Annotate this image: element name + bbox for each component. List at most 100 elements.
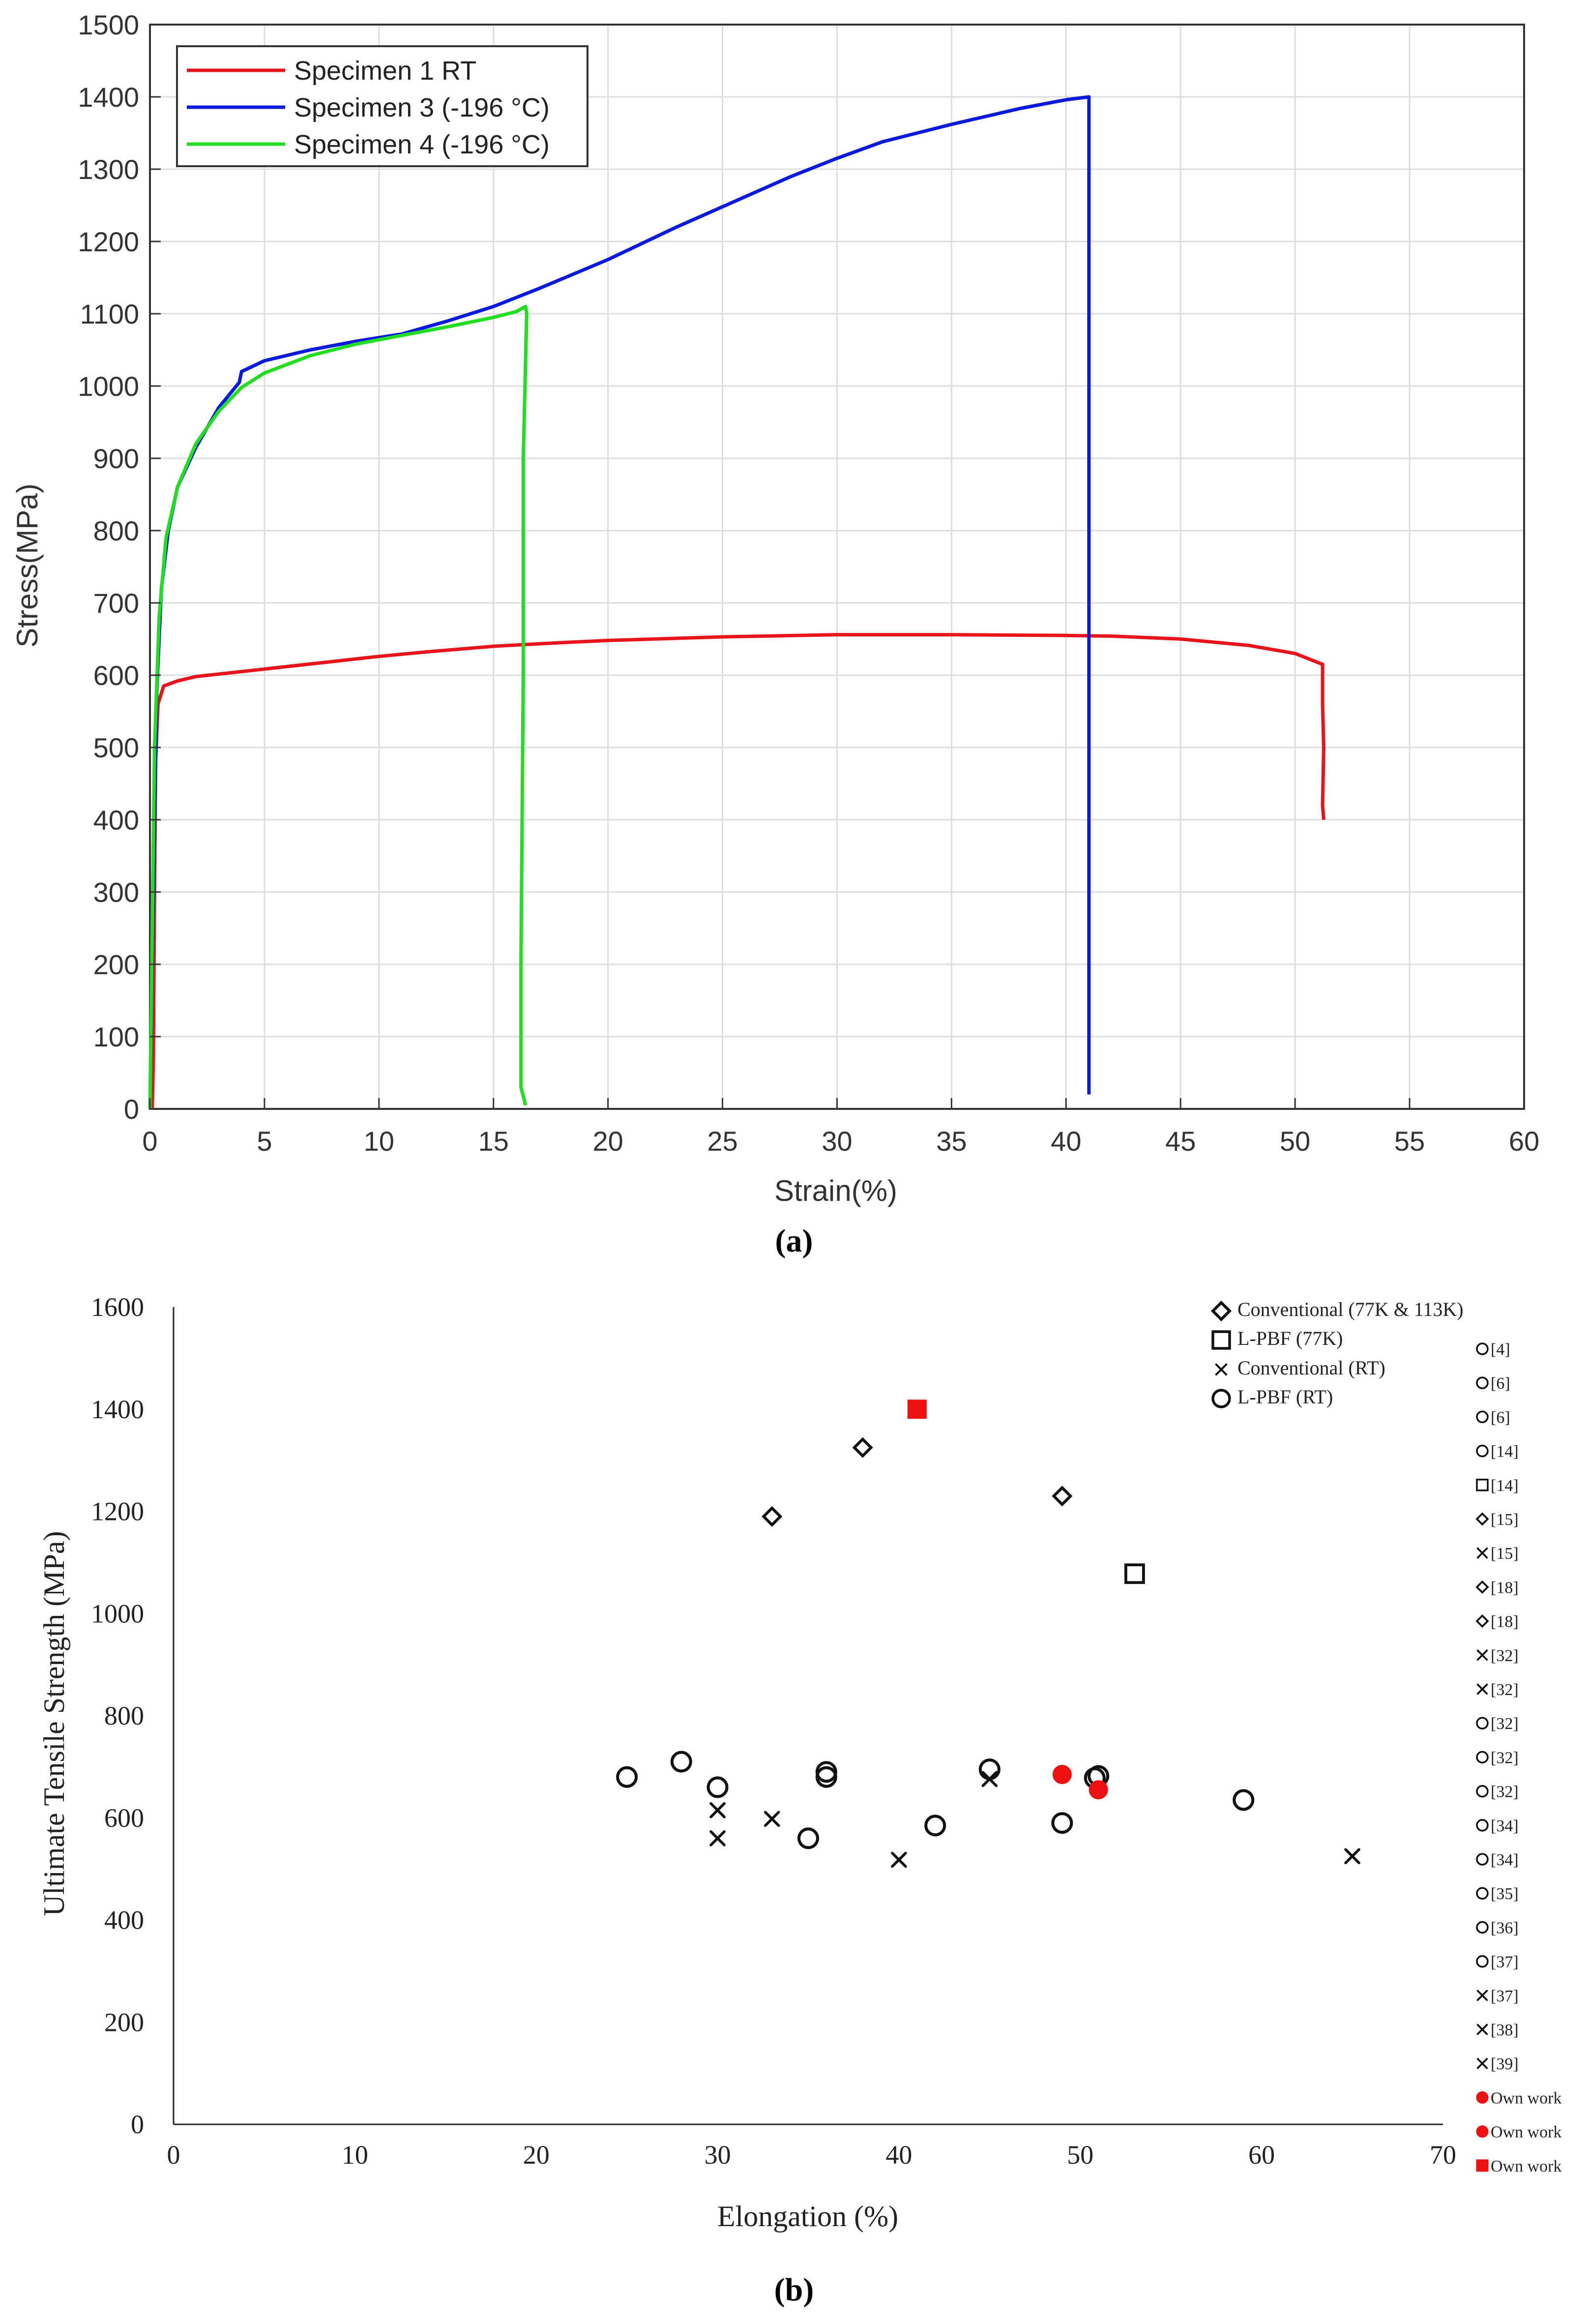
b-y-tick-label: 1000 [91,1599,144,1628]
b-legend-label-conventional-rt: Conventional (RT) [1237,1357,1385,1379]
a-y-tick-label: 0 [124,1094,139,1125]
b-ref-label: Own work [1491,2089,1561,2107]
b-x-tick-label: 0 [167,2140,180,2170]
b-point-x [981,1771,998,1788]
b-ref-marker-circle [1476,1887,1489,1900]
b-ref-label: [32] [1491,1715,1519,1733]
b-ref-label: [32] [1491,1647,1519,1665]
b-point-x [1344,1848,1360,1864]
b-tick-labels: 0 10 20 30 40 50 60 70 0 200 400 600 800 1000 1200 1400… [91,1292,1456,2170]
b-ref-marker-circle-filled [1476,2125,1489,2138]
b-y-axis-label: Ultimate Tensile Strength (MPa) [38,1531,70,1916]
b-point-circle [924,1815,946,1837]
b-ref-label: Own work [1491,2157,1561,2175]
b-point-x [891,1851,907,1868]
a-panel-label: (a) [775,1223,813,1259]
b-ref-label: [15] [1491,1511,1519,1529]
b-point-x [709,1802,726,1818]
b-ref-label: [14] [1491,1443,1519,1461]
a-series-specimen-1-rt [150,633,1325,1109]
b-ref-marker-circle [1476,1921,1489,1934]
b-ref-marker-x [1476,1990,1488,2001]
b-ref-label: [36] [1491,1919,1519,1937]
a-y-tick-label: 400 [93,804,139,835]
b-ref-marker-diamond [1475,1614,1489,1628]
b-point-circle-filled [1088,1780,1108,1800]
a-y-tick-label: 1200 [78,226,139,257]
b-legend-label-conventional-cryo: Conventional (77K & 113K) [1237,1298,1464,1320]
b-ref-label: [32] [1491,1749,1519,1767]
b-legend-marker-square [1211,1330,1231,1350]
b-x-tick-label: 50 [1067,2140,1093,2170]
a-y-tick-label: 1100 [80,298,139,329]
b-ref-label: [34] [1491,1851,1519,1869]
b-ref-marker-circle [1476,1717,1489,1729]
panel-b-scatter-chart: 0 10 20 30 40 50 60 70 0 200 400 600 800 1000 1200 1400… [38,1292,1561,2308]
b-ref-label: [6] [1491,1408,1510,1427]
b-ref-label: [18] [1491,1579,1519,1597]
b-ref-marker-circle [1476,1955,1489,1968]
b-point-square [1124,1563,1145,1584]
b-ref-label: [18] [1491,1613,1519,1631]
a-x-tick-label: 30 [822,1126,852,1157]
b-ref-marker-x [1476,1649,1488,1661]
b-ref-label: [38] [1491,2021,1519,2039]
a-x-tick-label: 5 [257,1126,272,1157]
b-y-tick-label: 1400 [91,1395,144,1424]
b-ref-label: [6] [1491,1374,1510,1393]
b-ref-marker-square [1476,1479,1489,1491]
a-y-tick-label: 1000 [78,371,139,402]
b-ref-marker-x [1476,1683,1488,1695]
b-ref-label: [35] [1491,1885,1519,1903]
a-y-tick-label: 1500 [78,9,139,40]
b-ref-marker-x [1476,2024,1488,2035]
b-y-tick-label: 1600 [91,1292,144,1322]
b-ref-marker-circle [1476,1342,1489,1355]
a-y-tick-label: 700 [93,588,139,619]
b-ref-marker-diamond [1475,1512,1489,1526]
b-point-circle [1233,1789,1255,1811]
b-legend-marker-square [1211,1330,1231,1350]
b-ref-marker-x [1476,2057,1488,2069]
b-x-tick-label: 60 [1248,2140,1275,2170]
b-ref-label: [37] [1491,1987,1519,2005]
a-y-axis-label: Stress(MPa) [11,483,44,647]
b-legend-marker-circle [1211,1389,1231,1408]
a-y-tick-label: 300 [93,877,139,908]
b-legend-label-lpbf-rt: L-PBF (RT) [1237,1386,1333,1408]
b-point-circle [797,1827,820,1849]
b-point-circle [670,1751,692,1773]
b-point-x [709,1830,726,1847]
b-ref-label: [34] [1491,1817,1519,1835]
b-ref-label: Own work [1491,2123,1561,2142]
b-point-x [764,1811,780,1827]
b-ref-marker-circle-filled [1476,2091,1489,2104]
a-legend-label-specimen-1: Specimen 1 RT [294,56,476,86]
b-y-tick-label: 1200 [91,1497,144,1526]
b-ref-marker-circle [1476,1410,1489,1424]
b-legend-marker-diamond [1210,1300,1232,1322]
a-x-tick-label: 20 [593,1126,623,1157]
b-x-tick-label: 30 [705,2140,731,2170]
a-y-tick-label: 500 [93,732,139,763]
b-point-diamond [852,1437,873,1458]
a-x-tick-label: 25 [707,1126,737,1157]
a-legend-label-specimen-3: Specimen 3 (-196 °C) [294,93,550,122]
b-point-diamond [1052,1486,1073,1507]
b-x-tick-label: 40 [885,2140,912,2170]
b-ref-marker-circle [1476,1853,1489,1866]
a-legend: Specimen 1 RT Specimen 3 (-196 °C) Speci… [176,45,588,167]
b-ref-marker-square-filled [1476,2159,1489,2172]
a-y-tick-label: 1400 [78,82,139,113]
b-panel-label: (b) [774,2272,814,2308]
b-point-circle-filled [1052,1764,1072,1784]
b-ref-label: [32] [1491,1681,1519,1699]
b-legend-marker-circle [1211,1389,1231,1408]
b-y-tick-label: 200 [104,2007,144,2037]
a-x-tick-label: 35 [936,1126,967,1157]
b-y-tick-label: 800 [104,1701,144,1730]
b-ref-marker-circle [1476,1785,1489,1798]
b-ref-label: [15] [1491,1545,1519,1563]
b-ref-label: [32] [1491,1783,1519,1801]
